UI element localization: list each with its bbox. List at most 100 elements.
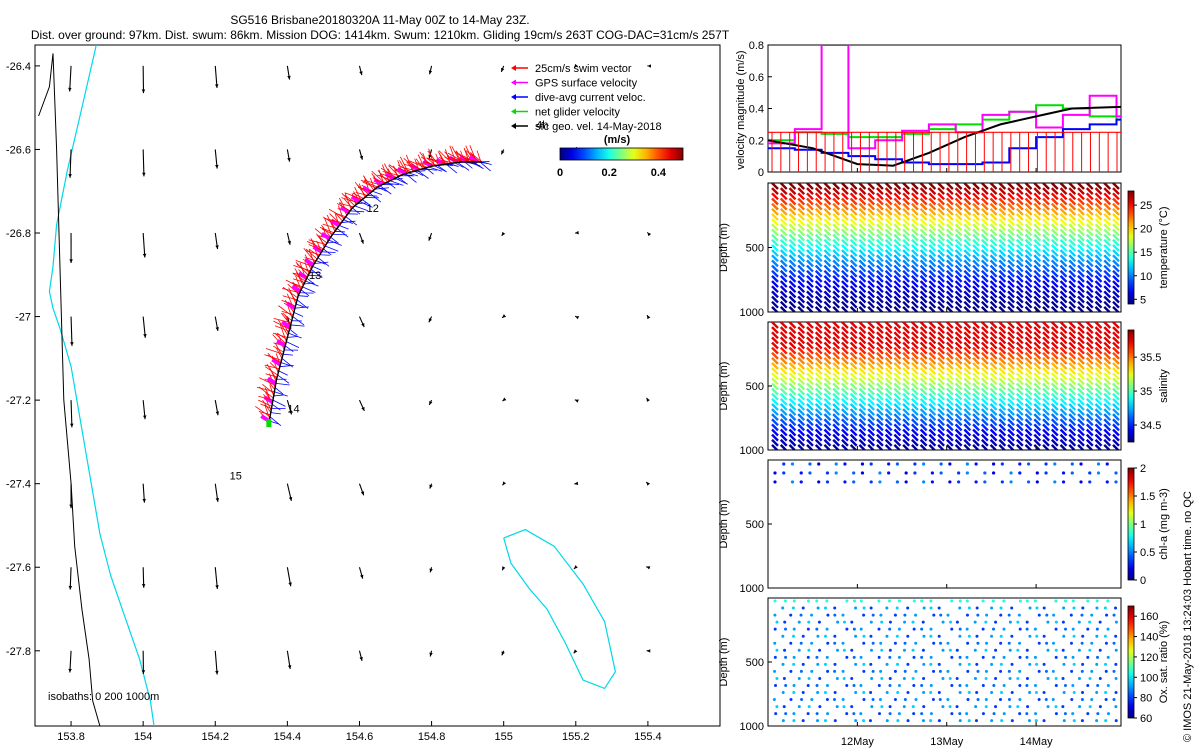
profile-sample bbox=[876, 305, 884, 312]
profile-sample bbox=[773, 471, 777, 475]
profile-sample bbox=[998, 444, 1007, 450]
profile-sample bbox=[849, 433, 858, 442]
profile-sample bbox=[859, 311, 862, 312]
profile-sample bbox=[806, 280, 814, 288]
profile-sample bbox=[954, 346, 963, 355]
profile-sample bbox=[858, 403, 867, 411]
profile-sample bbox=[850, 676, 854, 680]
profile-sample bbox=[797, 264, 806, 273]
colorbar-label: temperature (°C) bbox=[1158, 206, 1170, 288]
profile-sample bbox=[1007, 207, 1015, 216]
profile-sample bbox=[1112, 213, 1120, 221]
profile-sample bbox=[867, 295, 876, 304]
profile-sample bbox=[946, 326, 954, 334]
profile-sample bbox=[1007, 244, 1015, 252]
profile-sample bbox=[801, 691, 805, 695]
profile-sample bbox=[946, 322, 954, 329]
dac-vector bbox=[437, 164, 446, 172]
profile-sample bbox=[779, 397, 788, 406]
profile-sample bbox=[989, 403, 998, 411]
profile-sample bbox=[849, 428, 858, 437]
profile-sample bbox=[792, 683, 796, 687]
profile-sample bbox=[1077, 620, 1081, 624]
profile-sample bbox=[1112, 295, 1120, 304]
profile-sample bbox=[1068, 336, 1077, 345]
profile-sample bbox=[849, 244, 858, 252]
profile-sample bbox=[884, 438, 893, 447]
profile-sample bbox=[1034, 719, 1038, 723]
swim-vector bbox=[278, 305, 294, 317]
profile-sample bbox=[845, 683, 849, 687]
profile-sample bbox=[937, 269, 945, 278]
profile-sample bbox=[1024, 295, 1033, 304]
profile-sample bbox=[1042, 438, 1050, 447]
profile-sample bbox=[869, 620, 873, 624]
profile-sample bbox=[1033, 423, 1042, 432]
profile-sample bbox=[1059, 202, 1068, 211]
profile-sample bbox=[954, 280, 963, 288]
swim-vector bbox=[455, 151, 471, 163]
profile-sample bbox=[1103, 418, 1112, 427]
profile-sample bbox=[792, 712, 796, 716]
profile-sample bbox=[1050, 331, 1059, 340]
profile-sample bbox=[902, 444, 910, 450]
profile-sample bbox=[1086, 449, 1089, 450]
profile-sample bbox=[911, 305, 919, 312]
profile-sample bbox=[930, 480, 934, 484]
profile-sample bbox=[872, 726, 875, 729]
profile-sample bbox=[1068, 249, 1077, 257]
profile-sample bbox=[1007, 377, 1015, 386]
profile-sample bbox=[963, 433, 972, 442]
profile-sample bbox=[893, 346, 902, 355]
profile-sample bbox=[771, 218, 779, 226]
profile-sample bbox=[867, 228, 876, 237]
profile-sample bbox=[954, 387, 963, 396]
geo-vector-head bbox=[647, 64, 652, 68]
profile-sample bbox=[1105, 480, 1109, 484]
profile-sample bbox=[884, 223, 893, 232]
profile-sample bbox=[911, 213, 919, 221]
profile-sample bbox=[1024, 280, 1033, 288]
profile-sample bbox=[984, 698, 988, 702]
dac-vector bbox=[354, 205, 369, 212]
profile-sample bbox=[871, 613, 875, 617]
swim-vector bbox=[276, 332, 288, 340]
profile-sample bbox=[771, 223, 779, 232]
profile-sample bbox=[1085, 213, 1094, 221]
swim-vector bbox=[293, 278, 305, 283]
profile-sample bbox=[788, 249, 797, 257]
profile-sample bbox=[989, 223, 998, 232]
profile-sample bbox=[937, 207, 945, 216]
profile-sample bbox=[911, 438, 919, 447]
profile-sample bbox=[1077, 207, 1085, 216]
profile-sample bbox=[849, 183, 858, 190]
profile-sample bbox=[998, 423, 1007, 432]
profile-sample bbox=[1103, 187, 1112, 196]
profile-sample bbox=[1059, 264, 1068, 273]
profile-sample bbox=[1103, 218, 1112, 226]
profile-sample bbox=[1085, 269, 1094, 278]
profile-sample bbox=[1015, 377, 1024, 386]
profile-sample bbox=[1059, 305, 1068, 312]
profile-sample bbox=[884, 269, 893, 278]
profile-sample bbox=[771, 233, 779, 242]
profile-sample bbox=[1033, 392, 1042, 401]
profile-sample bbox=[1042, 233, 1050, 242]
profile-sample bbox=[984, 620, 988, 624]
profile-sample bbox=[976, 641, 980, 645]
profile-sample bbox=[998, 213, 1007, 221]
profile-sample bbox=[946, 449, 949, 450]
profile-sample bbox=[999, 669, 1003, 673]
swim-vector bbox=[355, 192, 368, 196]
profile-sample bbox=[1015, 351, 1024, 360]
profile-sample bbox=[841, 387, 849, 396]
profile-sample bbox=[1007, 228, 1015, 237]
profile-sample bbox=[884, 372, 893, 381]
profile-sample bbox=[823, 377, 832, 386]
profile-sample bbox=[998, 698, 1002, 702]
profile-sample bbox=[998, 223, 1007, 232]
profile-sample bbox=[897, 599, 901, 603]
profile-sample bbox=[1024, 187, 1033, 196]
profile-sample bbox=[887, 462, 891, 466]
profile-sample bbox=[972, 244, 980, 252]
